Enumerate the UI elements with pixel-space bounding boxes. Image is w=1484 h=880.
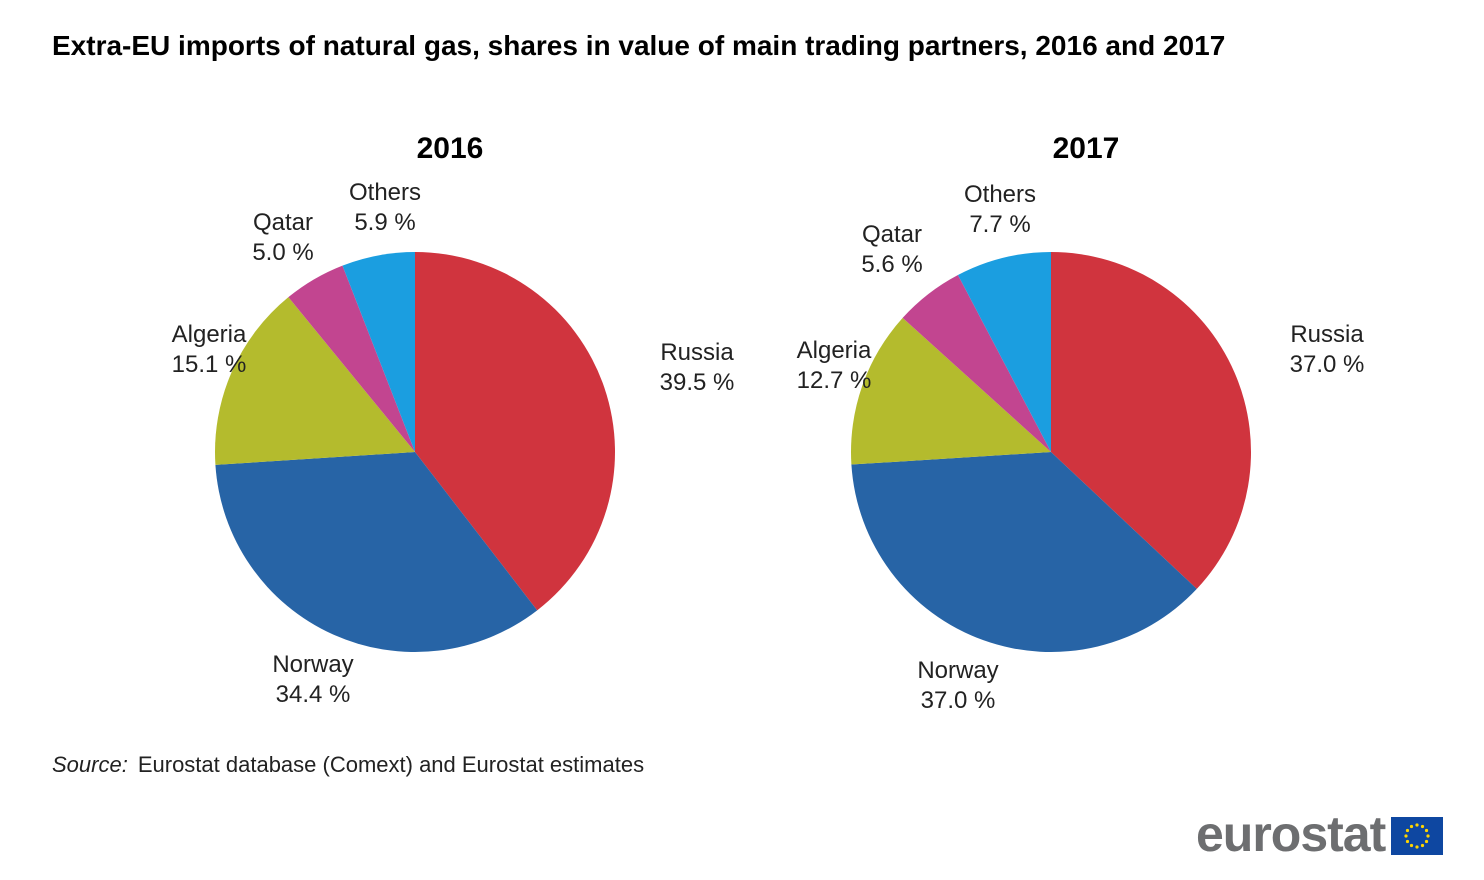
slice-label-algeria: Algeria 15.1 % xyxy=(172,321,247,378)
pie-svg-2017: 2017 Russia 37.0 % Norway 37.0 % Algeria 12.7 … xyxy=(797,132,1365,714)
pie-title: 2017 xyxy=(1053,132,1120,165)
pie-chart-2017: 2017 Russia 37.0 % Norway 37.0 % Algeria 12.7 … xyxy=(797,120,1370,725)
slice-value-label: 37.0 % xyxy=(921,687,996,714)
flag-star xyxy=(1406,828,1410,833)
pie-slice-algeria xyxy=(851,317,1051,465)
flag-star xyxy=(1415,823,1419,827)
slice-category-label: Norway xyxy=(272,651,353,678)
flag-star xyxy=(1410,843,1414,848)
slice-label-norway: Norway 37.0 % xyxy=(917,657,998,714)
slice-category-label: Qatar xyxy=(253,209,313,236)
pie-svg-2016: 2016 Russia 39.5 % Norway 34.4 % Algeria 15.1 … xyxy=(172,132,735,708)
slice-label-russia: Russia 37.0 % xyxy=(1290,321,1365,378)
slice-value-label: 39.5 % xyxy=(660,369,735,396)
pie-chart-2016: 2016 Russia 39.5 % Norway 34.4 % Algeria 15.1 … xyxy=(172,120,735,725)
slice-label-algeria: Algeria 12.7 % xyxy=(797,337,872,394)
slice-value-label: 5.0 % xyxy=(252,239,313,266)
source-text: Eurostat database (Comext) and Eurostat … xyxy=(137,752,645,777)
slice-value-label: 7.7 % xyxy=(969,211,1030,238)
slice-label-qatar: Qatar 5.0 % xyxy=(252,209,313,266)
pie-slice-norway xyxy=(215,452,538,652)
eurostat-logo: eurostat xyxy=(1196,806,1444,862)
slice-category-label: Qatar xyxy=(862,221,922,248)
pie-slice-others xyxy=(957,252,1051,452)
pie-slice-algeria xyxy=(215,297,415,465)
source-label: Source: xyxy=(52,752,128,777)
flag-star xyxy=(1426,834,1430,838)
flag-star xyxy=(1415,845,1419,849)
slice-value-label: 12.7 % xyxy=(797,367,872,394)
slice-value-label: 5.9 % xyxy=(354,209,415,236)
pie-slice-russia xyxy=(1051,252,1251,589)
flag-star xyxy=(1425,828,1429,833)
flag-star xyxy=(1406,839,1410,844)
flag-star xyxy=(1421,843,1425,848)
slice-category-label: Russia xyxy=(660,339,734,366)
slice-value-label: 34.4 % xyxy=(276,681,351,708)
slice-value-label: 5.6 % xyxy=(861,251,922,278)
slice-category-label: Norway xyxy=(917,657,998,684)
slice-label-others: Others 7.7 % xyxy=(964,181,1036,238)
pie-slice-qatar xyxy=(288,265,415,452)
pie-slice-russia xyxy=(415,252,615,611)
source-note: Source: Eurostat database (Comext) and Eu… xyxy=(52,752,644,778)
flag-star xyxy=(1404,834,1408,838)
pie-slice-norway xyxy=(851,452,1197,652)
chart-title: Extra-EU imports of natural gas, shares … xyxy=(52,30,1226,61)
slice-category-label: Others xyxy=(349,179,421,206)
slice-value-label: 37.0 % xyxy=(1290,351,1365,378)
slice-category-label: Russia xyxy=(1290,321,1364,348)
flag-star xyxy=(1421,824,1425,829)
slice-label-norway: Norway 34.4 % xyxy=(272,651,353,708)
slice-category-label: Others xyxy=(964,181,1036,208)
slice-label-qatar: Qatar 5.6 % xyxy=(861,221,922,278)
slice-label-russia: Russia 39.5 % xyxy=(660,339,735,396)
pie-title: 2016 xyxy=(417,132,484,165)
logo-text: eurostat xyxy=(1196,806,1386,862)
pie-slice-others xyxy=(342,252,415,452)
eu-flag-icon xyxy=(1391,817,1444,855)
flag-star xyxy=(1425,839,1429,844)
pie-slice-qatar xyxy=(902,274,1051,452)
slice-value-label: 15.1 % xyxy=(172,351,247,378)
slice-category-label: Algeria xyxy=(172,321,247,348)
slice-category-label: Algeria xyxy=(797,337,872,364)
flag-star xyxy=(1410,824,1414,829)
slice-label-others: Others 5.9 % xyxy=(349,179,421,236)
